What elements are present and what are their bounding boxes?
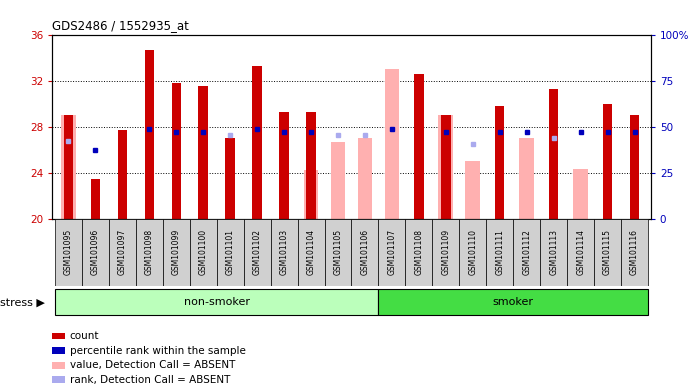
Text: GSM101106: GSM101106	[361, 229, 370, 275]
Text: GSM101109: GSM101109	[441, 229, 450, 275]
Bar	[244, 219, 271, 286]
Bar	[171, 83, 181, 219]
Bar	[109, 219, 136, 286]
Bar	[513, 219, 540, 286]
Bar	[567, 219, 594, 286]
Text: GSM101112: GSM101112	[522, 229, 531, 275]
Bar	[379, 219, 405, 286]
Bar	[540, 219, 567, 286]
Bar	[216, 219, 244, 286]
Bar	[55, 219, 82, 286]
Bar	[271, 219, 298, 286]
Bar	[279, 112, 289, 219]
Text: GSM101105: GSM101105	[333, 229, 342, 275]
Text: non-smoker: non-smoker	[184, 297, 250, 308]
Text: stress ▶: stress ▶	[1, 297, 45, 308]
Bar	[487, 219, 513, 286]
Text: value, Detection Call = ABSENT: value, Detection Call = ABSENT	[70, 360, 235, 370]
Bar	[118, 130, 127, 219]
Text: rank, Detection Call = ABSENT: rank, Detection Call = ABSENT	[70, 375, 230, 384]
Text: smoker: smoker	[493, 297, 534, 308]
Bar	[145, 50, 154, 219]
Text: count: count	[70, 331, 99, 341]
Bar	[190, 219, 216, 286]
Bar	[55, 290, 379, 315]
Bar	[466, 161, 480, 219]
Bar	[621, 219, 648, 286]
Text: GSM101095: GSM101095	[64, 229, 73, 275]
Bar	[303, 170, 319, 219]
Bar	[630, 115, 640, 219]
Bar	[594, 219, 621, 286]
Bar	[414, 74, 424, 219]
Bar	[82, 219, 109, 286]
Text: GSM101115: GSM101115	[603, 229, 612, 275]
Text: GSM101104: GSM101104	[306, 229, 315, 275]
Bar	[574, 169, 588, 219]
Bar	[438, 115, 453, 219]
Bar	[495, 106, 505, 219]
Bar	[90, 179, 100, 219]
Text: GSM101101: GSM101101	[226, 229, 235, 275]
Text: GSM101108: GSM101108	[414, 229, 423, 275]
Bar	[549, 89, 558, 219]
Text: GSM101116: GSM101116	[630, 229, 639, 275]
Text: percentile rank within the sample: percentile rank within the sample	[70, 346, 246, 356]
Bar	[136, 219, 163, 286]
Bar	[384, 69, 400, 219]
Text: GDS2486 / 1552935_at: GDS2486 / 1552935_at	[52, 19, 189, 32]
Text: GSM101099: GSM101099	[172, 229, 181, 275]
Bar	[306, 112, 316, 219]
Bar	[61, 115, 76, 219]
Bar	[441, 115, 450, 219]
Text: GSM101107: GSM101107	[388, 229, 397, 275]
Text: GSM101114: GSM101114	[576, 229, 585, 275]
Bar	[603, 104, 612, 219]
Text: GSM101113: GSM101113	[549, 229, 558, 275]
Text: GSM101102: GSM101102	[253, 229, 262, 275]
Text: GSM101098: GSM101098	[145, 229, 154, 275]
Bar	[358, 138, 372, 219]
Bar	[253, 66, 262, 219]
Bar	[405, 219, 432, 286]
Text: GSM101103: GSM101103	[280, 229, 289, 275]
Bar	[324, 219, 351, 286]
Bar	[379, 290, 648, 315]
Bar	[519, 138, 534, 219]
Bar	[432, 219, 459, 286]
Bar	[351, 219, 379, 286]
Bar	[459, 219, 487, 286]
Text: GSM101096: GSM101096	[91, 229, 100, 275]
Bar	[331, 142, 345, 219]
Text: GSM101111: GSM101111	[496, 229, 505, 275]
Bar	[63, 115, 73, 219]
Bar	[163, 219, 190, 286]
Bar	[198, 86, 208, 219]
Text: GSM101110: GSM101110	[468, 229, 477, 275]
Text: GSM101097: GSM101097	[118, 229, 127, 275]
Text: GSM101100: GSM101100	[198, 229, 207, 275]
Bar	[226, 138, 235, 219]
Bar	[298, 219, 324, 286]
